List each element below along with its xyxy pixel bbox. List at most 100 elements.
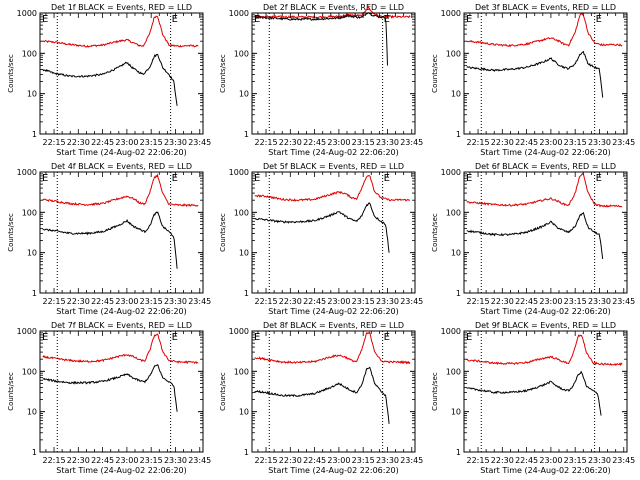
- x-axis-label: Start Time (24-Aug-02 22:06:20): [56, 148, 187, 157]
- x-tick-label: 22:45: [303, 456, 326, 465]
- y-tick-label: 1: [32, 289, 37, 298]
- interval-marker-label: E: [254, 173, 260, 184]
- x-tick-label: 23:00: [539, 138, 562, 147]
- y-axis-label: Counts/sec: [219, 213, 227, 252]
- series-line-events: [466, 211, 604, 259]
- y-tick-label: 1000: [229, 327, 249, 336]
- interval-marker-label: E: [42, 332, 48, 343]
- y-axis-label: Counts/sec: [431, 372, 439, 411]
- x-tick-label: 22:45: [91, 138, 114, 147]
- series-line-events: [42, 211, 178, 269]
- x-tick-label: 22:30: [279, 138, 302, 147]
- series-line-lld: [42, 333, 199, 365]
- x-tick-label: 23:30: [376, 456, 399, 465]
- interval-marker-label: E: [466, 173, 472, 184]
- y-tick-label: 1000: [17, 327, 37, 336]
- plot-frame: [463, 171, 628, 294]
- x-tick-label: 22:45: [515, 297, 538, 306]
- x-tick-label: 23:00: [115, 456, 138, 465]
- y-tick-label: 1000: [441, 327, 461, 336]
- interval-marker-label: E: [172, 173, 178, 184]
- series-line-events: [466, 370, 602, 416]
- y-tick-label: 1: [456, 289, 461, 298]
- plot-frame: [39, 330, 204, 453]
- x-tick-label: 23:30: [376, 297, 399, 306]
- interval-marker-label: E: [384, 14, 390, 25]
- y-axis-label: Counts/sec: [431, 213, 439, 252]
- x-tick-label: 23:45: [188, 456, 211, 465]
- y-tick-label: 10: [27, 249, 37, 258]
- x-tick-label: 23:15: [564, 297, 587, 306]
- y-tick-label: 1: [456, 448, 461, 457]
- y-tick-label: 100: [22, 208, 37, 217]
- x-axis-label: Start Time (24-Aug-02 22:06:20): [268, 466, 399, 475]
- y-tick-label: 1000: [17, 9, 37, 18]
- interval-marker-label: E: [42, 173, 48, 184]
- x-tick-label: 22:45: [91, 456, 114, 465]
- x-tick-label: 22:30: [67, 138, 90, 147]
- x-tick-label: 22:30: [279, 297, 302, 306]
- x-tick-label: 23:30: [588, 456, 611, 465]
- series-line-lld: [254, 331, 411, 365]
- y-tick-label: 1: [32, 448, 37, 457]
- y-tick-label: 10: [451, 90, 461, 99]
- series-line-lld: [466, 12, 623, 48]
- x-tick-label: 23:30: [588, 138, 611, 147]
- panel-title: Det 9f BLACK = Events, RED = LLD: [475, 321, 616, 330]
- x-tick-label: 23:30: [588, 297, 611, 306]
- x-tick-label: 23:00: [327, 456, 350, 465]
- y-tick-label: 100: [446, 49, 461, 58]
- y-tick-label: 100: [22, 367, 37, 376]
- x-axis-label: Start Time (24-Aug-02 22:06:20): [480, 466, 611, 475]
- x-tick-label: 23:30: [164, 456, 187, 465]
- x-tick-label: 23:00: [115, 138, 138, 147]
- x-axis-label: Start Time (24-Aug-02 22:06:20): [268, 307, 399, 316]
- y-axis-label: Counts/sec: [431, 54, 439, 93]
- x-tick-label: 23:45: [400, 138, 423, 147]
- plot-frame: [463, 12, 628, 135]
- x-tick-label: 22:45: [515, 138, 538, 147]
- x-tick-label: 22:15: [467, 138, 490, 147]
- series-line-lld: [42, 173, 199, 208]
- y-tick-label: 10: [239, 90, 249, 99]
- y-tick-label: 10: [239, 408, 249, 417]
- panel-title: Det 5f BLACK = Events, RED = LLD: [263, 162, 404, 171]
- y-tick-label: 10: [451, 408, 461, 417]
- y-tick-label: 10: [451, 249, 461, 258]
- x-axis-label: Start Time (24-Aug-02 22:06:20): [480, 307, 611, 316]
- series-line-events: [42, 364, 178, 412]
- x-tick-label: 22:15: [255, 138, 278, 147]
- x-tick-label: 23:00: [539, 297, 562, 306]
- y-tick-label: 10: [27, 90, 37, 99]
- interval-marker-label: E: [384, 332, 390, 343]
- x-tick-label: 23:30: [164, 297, 187, 306]
- x-tick-label: 22:30: [67, 456, 90, 465]
- x-tick-label: 22:15: [467, 297, 490, 306]
- series-line-events: [254, 202, 390, 253]
- x-tick-label: 23:15: [352, 456, 375, 465]
- plot-frame: [39, 171, 204, 294]
- x-tick-label: 22:15: [43, 456, 66, 465]
- x-tick-label: 23:45: [188, 138, 211, 147]
- y-axis-label: Counts/sec: [7, 213, 15, 252]
- y-tick-label: 1: [456, 130, 461, 139]
- x-tick-label: 23:45: [612, 456, 635, 465]
- y-tick-label: 100: [22, 49, 37, 58]
- x-tick-label: 23:15: [564, 456, 587, 465]
- x-tick-label: 23:15: [564, 138, 587, 147]
- interval-marker-label: E: [466, 14, 472, 25]
- interval-marker-label: E: [172, 332, 178, 343]
- x-tick-label: 23:45: [612, 138, 635, 147]
- series-line-lld: [466, 334, 623, 367]
- plot-frame: [251, 12, 416, 135]
- panel-title: Det 2f BLACK = Events, RED = LLD: [263, 3, 404, 12]
- interval-marker-label: E: [596, 14, 602, 25]
- panel-title: Det 7f BLACK = Events, RED = LLD: [51, 321, 192, 330]
- interval-marker-label: E: [384, 173, 390, 184]
- y-tick-label: 10: [27, 408, 37, 417]
- y-tick-label: 1: [244, 289, 249, 298]
